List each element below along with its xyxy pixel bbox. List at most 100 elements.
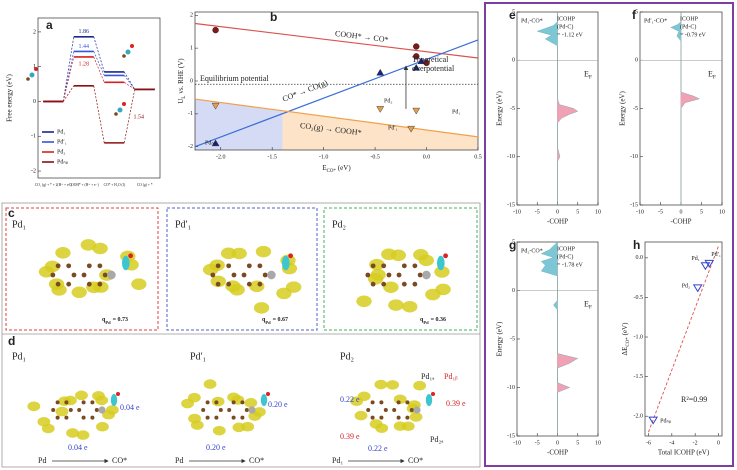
isosurface [409,412,423,422]
connector [62,85,75,102]
plot-title: Pd₂-CO* [521,248,543,254]
site-label: Pd₁ₐ [421,372,435,381]
y-axis-label: Free energy (eV) [6,73,14,121]
isosurface [244,398,258,408]
y-tick-label: -0.5 [634,295,644,301]
isosurface [66,428,79,438]
atom [81,272,87,278]
atom [201,408,206,412]
point [704,259,715,268]
connector [123,75,136,90]
y-axis-label: CO* [626,337,631,347]
atom [370,281,376,287]
atom [215,281,221,287]
x-tick-label: -1.5 [267,154,277,160]
panel-label: c [8,206,15,220]
point [211,139,220,147]
atom [381,263,387,269]
isosurface [27,401,41,412]
y-tick-label: 1 [190,46,193,52]
atom [257,281,263,287]
atom [379,415,384,420]
transfer: 0.39 e [446,399,466,408]
atom [409,408,414,412]
point-label: Pd₁ [452,109,460,115]
charge: qPd = 0.67 [262,317,288,324]
icohp-label: ICOHP [557,16,576,22]
isosurface [418,254,434,267]
atom [240,400,245,405]
x-tick-label: 0.5 [474,154,482,160]
atom [241,272,247,278]
charge: = 0.67 [273,317,288,323]
atom [125,49,131,55]
atom [64,415,69,420]
y-axis-label: (eV) [621,322,629,335]
fermi-label: EF [584,299,592,310]
isosurface [356,295,372,308]
icohp-label: (Pd-C) [557,253,573,260]
icohp-label: = -1.78 eV [557,262,584,268]
atom [412,263,418,269]
isosurface [92,242,108,255]
charge: = 0.73 [113,317,128,323]
y-axis-label: Energy (eV) [496,91,504,126]
overpotential-label: overpotential [412,64,455,73]
y-tick-label: -15 [630,202,638,208]
structure-title: Pd′₁ [175,219,191,230]
atom [443,253,448,259]
atom [248,406,256,414]
x-tick-label: -10 [513,209,521,215]
isosurface [188,413,201,424]
fermi-label: F [589,305,592,311]
isosurface [374,379,388,390]
atom [55,415,60,420]
y-tick-label: 5 [512,239,515,245]
atom [55,400,60,405]
structure-title: Pd₂ [340,351,354,362]
icohp-label: (Pd-C) [557,23,573,30]
isosurface [281,255,290,271]
box [5,207,159,331]
x-tick-label: 5 [576,209,579,215]
x-tick-label: -6 [646,440,651,446]
atom [122,102,126,106]
atom [102,272,108,278]
y-axis-label: Energy (eV) [496,321,504,356]
atom [266,392,270,396]
x-axis-label: Total ICOHP (eV) [658,449,710,457]
icohp-label: = -0.79 eV [680,32,707,38]
point [211,102,220,110]
y-tick-label: 0 [190,78,193,84]
isosurface [388,299,404,311]
y-tick-label: 2 [33,29,36,35]
y-tick-label: 0 [33,99,36,105]
y-tick-label: -2.0 [634,414,644,420]
atom [34,67,38,71]
legend-label: Pdₙₚ [57,159,69,165]
point [413,43,420,50]
atom [90,400,95,405]
atom [98,406,106,414]
panel-label: f [632,8,637,22]
isosurface [232,422,246,433]
atom [392,408,397,412]
x-tick-label: -0.5 [370,154,380,160]
x-tick-label: 10 [595,440,601,446]
point [413,53,420,60]
point [212,26,219,34]
atom [64,400,69,405]
annotation: 1.54 [134,115,145,121]
panel-label: a [46,18,53,32]
atom [401,263,407,269]
isosurface [95,395,109,406]
atom [130,44,134,48]
cohp-curve [670,12,701,205]
x-axis-label: -COHP [670,218,691,226]
x-tick-label: -5 [658,209,663,215]
y-tick-label: 0 [512,58,515,64]
isosurface [37,416,51,427]
isosurface [248,411,262,421]
